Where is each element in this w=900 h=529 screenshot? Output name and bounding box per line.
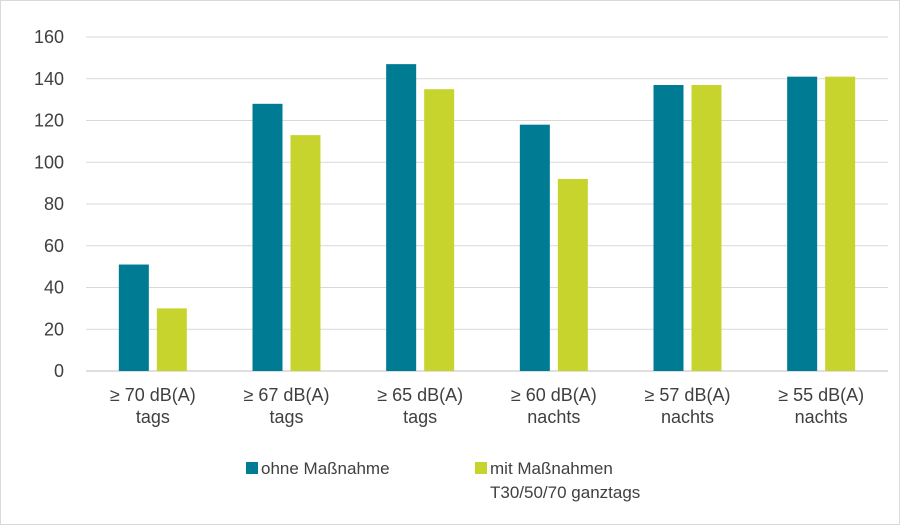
bars: [118, 64, 856, 372]
y-tick-label: 80: [44, 194, 64, 214]
bar-ohne-massnahme-5: [787, 76, 818, 371]
x-tick-label-line: nachts: [527, 407, 580, 427]
bar-mit-massnahmen-2: [424, 89, 455, 371]
bar-mit-massnahmen-3: [557, 178, 588, 371]
y-tick-label: 0: [54, 361, 64, 381]
legend-label-line: mit Maßnahmen: [490, 459, 613, 478]
legend-label-line: T30/50/70 ganztags: [490, 483, 640, 502]
legend-label-line: ohne Maßnahme: [261, 459, 390, 478]
x-tick-label-line: ≥ 70 dB(A): [110, 385, 196, 405]
bar-mit-massnahmen-1: [290, 135, 321, 371]
y-tick-label: 60: [44, 236, 64, 256]
bar-ohne-massnahme-0: [118, 264, 149, 371]
y-tick-label: 140: [34, 69, 64, 89]
x-tick-label-line: tags: [136, 407, 170, 427]
y-tick-label: 120: [34, 111, 64, 131]
bar-ohne-massnahme-4: [653, 85, 684, 371]
y-tick-label: 20: [44, 319, 64, 339]
x-tick-label-line: nachts: [661, 407, 714, 427]
gridlines: [86, 36, 888, 372]
x-tick-label: ≥ 67 dB(A) tags: [244, 385, 330, 427]
x-tick-label: ≥ 60 dB(A) nachts: [511, 385, 597, 427]
bar-mit-massnahmen-5: [825, 76, 856, 371]
y-axis: 0 20 40 60 80 100 120 140 160: [34, 27, 64, 381]
y-tick-label: 160: [34, 27, 64, 47]
bar-ohne-massnahme-3: [519, 124, 550, 371]
x-tick-label-line: ≥ 60 dB(A): [511, 385, 597, 405]
x-axis: ≥ 70 dB(A) tags≥ 67 dB(A) tags≥ 65 dB(A) ta…: [110, 385, 864, 427]
x-tick-label-line: tags: [403, 407, 437, 427]
legend-label: ohne Maßnahme: [261, 459, 390, 478]
x-tick-label-line: ≥ 65 dB(A): [377, 385, 463, 405]
x-tick-label-line: ≥ 57 dB(A): [645, 385, 731, 405]
bar-ohne-massnahme-1: [252, 103, 283, 372]
x-tick-label-line: nachts: [795, 407, 848, 427]
x-tick-label-line: ≥ 67 dB(A): [244, 385, 330, 405]
x-tick-label: ≥ 65 dB(A) tags: [377, 385, 463, 427]
legend-item-ohne-massnahme: ohne Maßnahme: [246, 459, 390, 478]
x-tick-label-line: tags: [269, 407, 303, 427]
bar-mit-massnahmen-4: [691, 85, 722, 371]
legend-swatch: [246, 462, 258, 474]
legend-item-mit-massnahmen: mit Maßnahmen T30/50/70 ganztags: [475, 459, 640, 502]
y-tick-label: 40: [44, 278, 64, 298]
legend-swatch: [475, 462, 487, 474]
x-tick-label: ≥ 70 dB(A) tags: [110, 385, 196, 427]
bar-ohne-massnahme-2: [386, 64, 417, 371]
y-tick-label: 100: [34, 152, 64, 172]
x-tick-label-line: ≥ 55 dB(A): [778, 385, 864, 405]
x-tick-label: ≥ 55 dB(A) nachts: [778, 385, 864, 427]
legend-label: mit Maßnahmen T30/50/70 ganztags: [490, 459, 640, 502]
x-tick-label: ≥ 57 dB(A) nachts: [645, 385, 731, 427]
bar-mit-massnahmen-0: [156, 308, 187, 371]
legend: ohne Maßnahme mit Maßnahmen T30/50/70 ganz…: [246, 459, 640, 502]
